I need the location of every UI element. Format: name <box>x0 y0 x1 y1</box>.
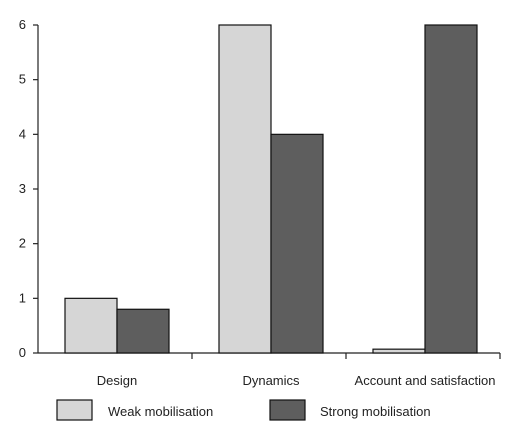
bar-strong-0 <box>116 308 170 354</box>
x-category-label: Account and satisfaction <box>355 373 496 388</box>
legend-label: Strong mobilisation <box>320 404 431 419</box>
legend-swatch <box>269 399 306 421</box>
y-tick-label: 4 <box>19 126 26 141</box>
x-category-label: Design <box>97 373 137 388</box>
bar-weak-2 <box>372 348 426 354</box>
legend-label: Weak mobilisation <box>108 404 213 419</box>
y-tick-label: 3 <box>19 181 26 196</box>
y-tick-label: 2 <box>19 236 26 251</box>
x-category-label: Dynamics <box>242 373 300 388</box>
bar-weak-1 <box>218 24 272 354</box>
y-tick-label: 1 <box>19 290 26 305</box>
bar-strong-2 <box>424 24 478 354</box>
y-tick-label: 6 <box>19 17 26 32</box>
x-axis: Design Dynamics Account and satisfaction <box>38 352 501 388</box>
bar-weak-0 <box>64 297 118 354</box>
bars <box>64 24 478 354</box>
bar-strong-1 <box>270 133 324 354</box>
y-tick-label: 5 <box>19 72 26 87</box>
legend-swatch <box>56 399 93 421</box>
y-tick-label: 0 <box>19 345 26 360</box>
y-axis: 0 1 2 3 4 5 6 <box>19 17 39 360</box>
legend: Weak mobilisation Strong mobilisation <box>56 399 431 421</box>
